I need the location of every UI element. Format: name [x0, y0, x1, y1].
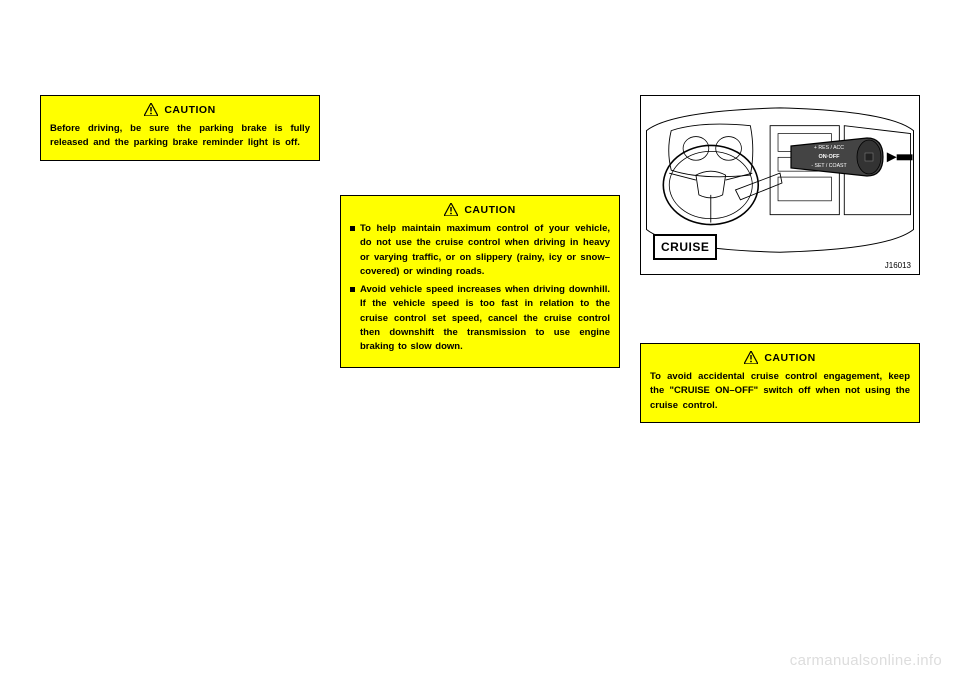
cruise-stalk-detail: + RES / ACC ON·OFF - SET / COAST: [789, 134, 887, 180]
caution-label: CAUTION: [764, 352, 815, 364]
caution-box-3: CAUTION To avoid accidental cruise contr…: [640, 343, 920, 423]
caution-3-text: To avoid accidental cruise control engag…: [650, 370, 910, 413]
caution-1-text: Before driving, be sure the parking brak…: [50, 122, 310, 151]
column-1: CAUTION Before driving, be sure the park…: [40, 95, 320, 433]
caution-2-list: To help maintain maximum control of your…: [350, 222, 610, 354]
cruise-control-figure: + RES / ACC ON·OFF - SET / COAST CRUISE …: [640, 95, 920, 275]
stalk-text-res: + RES / ACC: [814, 145, 844, 151]
stalk-text-set: - SET / COAST: [811, 163, 847, 169]
cruise-indicator-badge: CRUISE: [653, 234, 717, 260]
warning-triangle-icon: [744, 351, 758, 364]
caution-2-item-1: To help maintain maximum control of your…: [350, 222, 610, 279]
caution-box-1: CAUTION Before driving, be sure the park…: [40, 95, 320, 161]
caution-header: CAUTION: [650, 351, 910, 364]
caution-header: CAUTION: [50, 103, 310, 116]
figure-id-label: J16013: [885, 261, 911, 270]
column-2: CAUTION To help maintain maximum control…: [340, 95, 620, 433]
caution-label: CAUTION: [164, 104, 215, 116]
spacer: [640, 283, 920, 343]
warning-triangle-icon: [444, 203, 458, 216]
caution-label: CAUTION: [464, 204, 515, 216]
caution-2-item-2: Avoid vehicle speed increases when drivi…: [350, 283, 610, 354]
caution-header: CAUTION: [350, 203, 610, 216]
page-content: CAUTION Before driving, be sure the park…: [0, 0, 960, 473]
spacer: [340, 95, 620, 195]
caution-box-2: CAUTION To help maintain maximum control…: [340, 195, 620, 368]
watermark-text: carmanualsonline.info: [790, 652, 942, 669]
column-3: + RES / ACC ON·OFF - SET / COAST CRUISE …: [640, 95, 920, 433]
warning-triangle-icon: [144, 103, 158, 116]
stalk-text-onoff: ON·OFF: [818, 154, 840, 160]
